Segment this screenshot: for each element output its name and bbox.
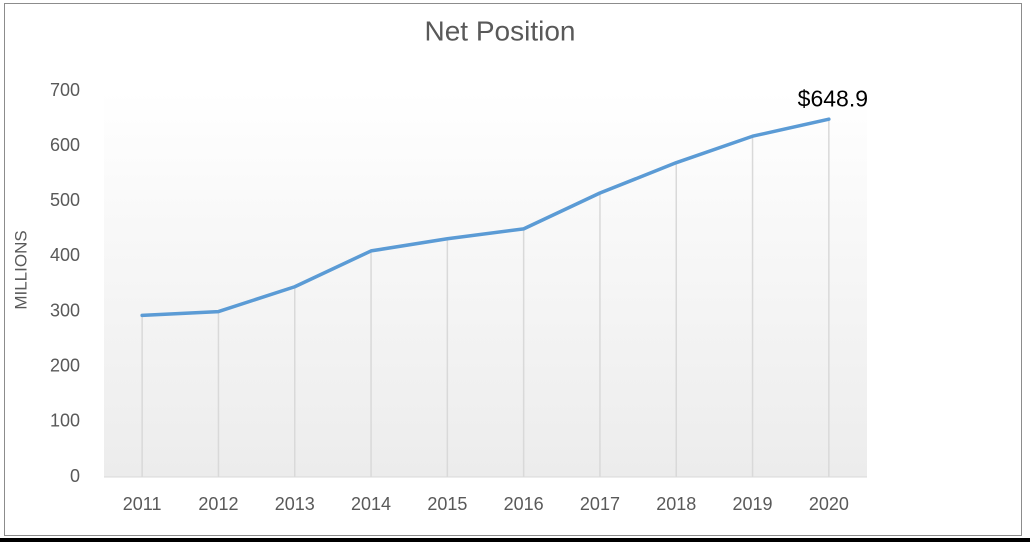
x-tick-label: 2015 [427, 494, 467, 514]
x-tick-label: 2018 [656, 494, 696, 514]
y-tick-label: 700 [50, 80, 80, 100]
plot-area [104, 91, 867, 477]
x-tick-label: 2016 [504, 494, 544, 514]
y-tick-label: 300 [50, 300, 80, 320]
x-tick-label: 2011 [123, 494, 162, 514]
bottom-rule [0, 538, 1030, 542]
x-tick-label: 2012 [198, 494, 238, 514]
y-tick-label: 600 [50, 135, 80, 155]
x-tick-label: 2017 [580, 494, 620, 514]
y-tick-label: 200 [50, 355, 80, 375]
x-tick-label: 2013 [275, 494, 315, 514]
x-tick-label: 2014 [351, 494, 391, 514]
y-tick-label: 100 [50, 411, 80, 431]
y-tick-label: 0 [70, 466, 80, 486]
y-axis-label: MILLIONS [11, 230, 30, 309]
data-label: $648.9 [798, 85, 868, 111]
y-tick-label: 500 [50, 190, 80, 210]
series-line [140, 117, 831, 318]
chart-title: Net Position [425, 15, 576, 46]
y-tick-label: 400 [50, 245, 80, 265]
x-tick-label: 2019 [733, 494, 773, 514]
x-tick-label: 2020 [809, 494, 849, 514]
